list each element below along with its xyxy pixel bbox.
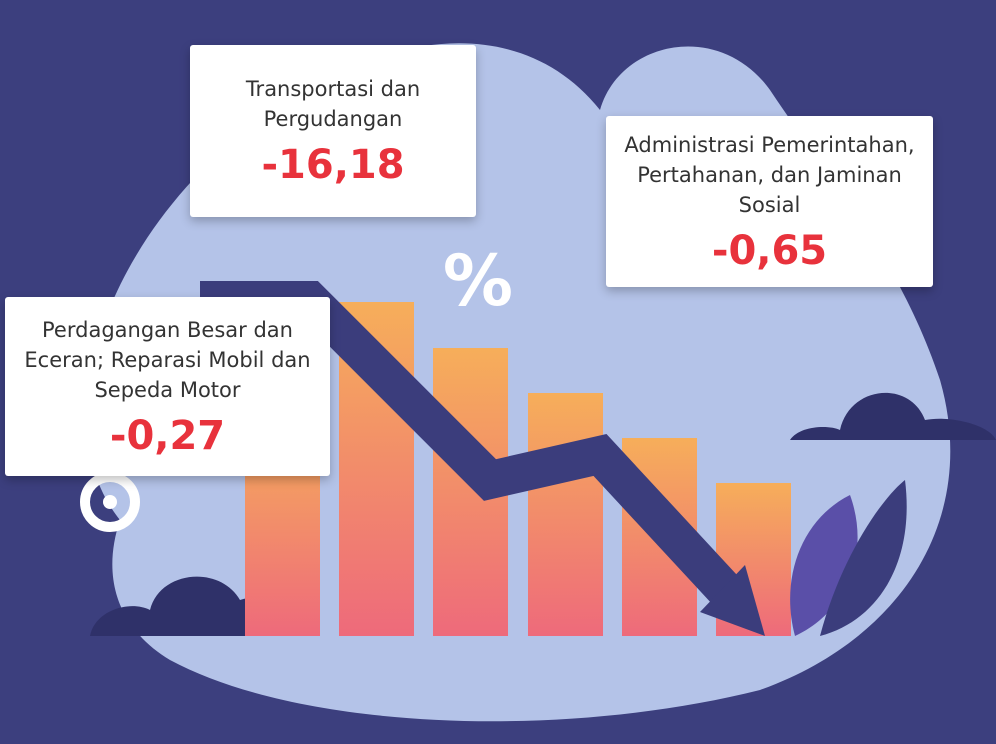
ring-dot (103, 495, 117, 509)
percent-icon: % (443, 240, 513, 322)
bars (245, 302, 791, 636)
arrow-head (700, 565, 765, 636)
card-label: Administrasi Pemerintahan, Pertahanan, d… (624, 132, 915, 217)
card: Administrasi Pemerintahan, Pertahanan, d… (606, 116, 933, 287)
cloud (790, 392, 996, 440)
ring (80, 472, 140, 532)
card-label: Transportasi dan Pergudangan (245, 77, 421, 131)
bar (528, 393, 603, 636)
leaf (820, 480, 907, 636)
card-value: -0,27 (109, 412, 226, 459)
card-label: Perdagangan Besar dan Eceran; Reparasi M… (24, 317, 311, 402)
leaf (790, 495, 858, 636)
card: Transportasi dan Pergudangan -16,18 (190, 45, 476, 217)
card: Perdagangan Besar dan Eceran; Reparasi M… (5, 297, 330, 476)
card-value: -0,65 (711, 227, 828, 274)
card-value: -16,18 (261, 142, 405, 188)
